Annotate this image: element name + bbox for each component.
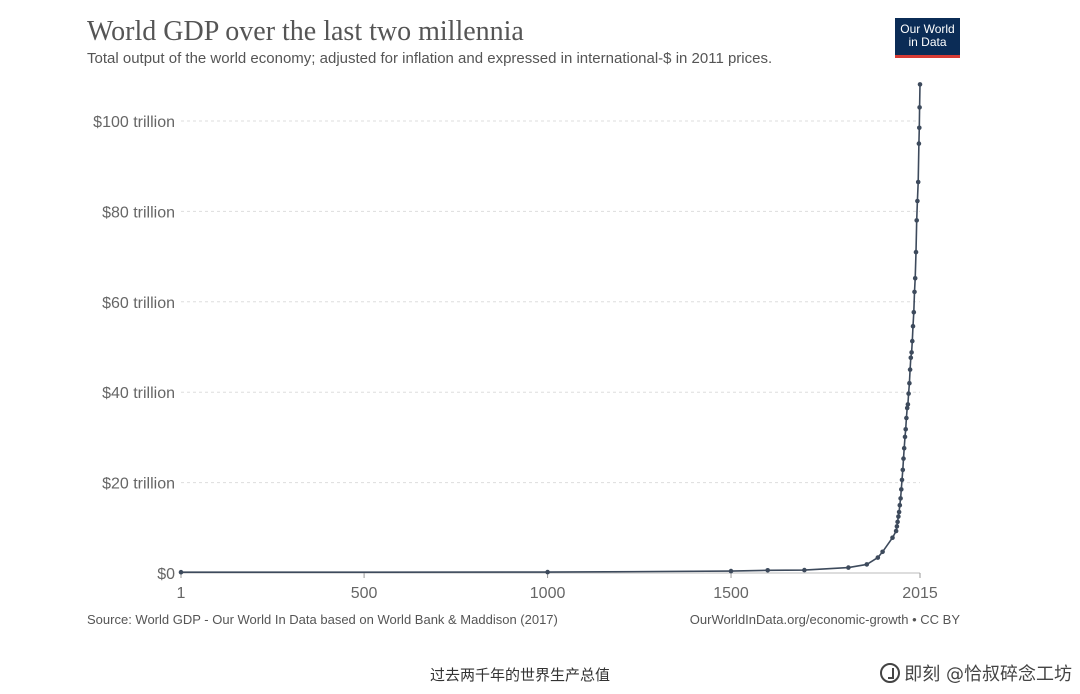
x-axis-tick-labels: 1 500 1000 1500 2015 [177, 573, 938, 602]
data-point[interactable] [907, 380, 912, 386]
y-tick-label: $60 trillion [102, 295, 175, 312]
data-point[interactable] [846, 565, 851, 570]
logo-line-1: Our World [900, 22, 955, 36]
y-tick-label: $40 trillion [102, 385, 175, 402]
data-point[interactable] [765, 568, 770, 573]
data-point[interactable] [895, 519, 900, 525]
data-point[interactable] [915, 179, 921, 185]
data-point[interactable] [912, 289, 917, 295]
data-point[interactable] [905, 402, 911, 407]
data-point[interactable] [910, 338, 915, 344]
data-point[interactable] [910, 323, 916, 329]
data-point[interactable] [897, 502, 903, 508]
data-point[interactable] [901, 456, 906, 461]
data-point[interactable] [916, 141, 922, 146]
chart-gridlines [181, 120, 920, 574]
data-point[interactable] [900, 467, 906, 473]
source-note: Source: World GDP - Our World In Data ba… [87, 612, 558, 627]
series-line [180, 84, 921, 574]
chart-subtitle: Total output of the world economy; adjus… [87, 50, 773, 67]
data-point[interactable] [178, 569, 184, 575]
data-point[interactable] [912, 276, 918, 281]
data-point[interactable] [908, 355, 914, 361]
data-point[interactable] [894, 524, 900, 529]
data-point[interactable] [902, 434, 908, 440]
data-point[interactable] [911, 309, 917, 315]
x-tick-label: 2015 [902, 585, 938, 602]
jike-logo-icon [880, 663, 901, 683]
data-point[interactable] [913, 249, 919, 255]
watermark: 即刻 @恰叔碎念工坊 [880, 660, 1072, 686]
owid-logo[interactable]: Our World in Data [895, 18, 960, 58]
data-point[interactable] [917, 125, 922, 131]
chart-series [178, 82, 923, 575]
data-point[interactable] [896, 509, 902, 515]
y-tick-label: $80 trillion [102, 204, 175, 221]
credit-link[interactable]: OurWorldInData.org/economic-growth • CC … [689, 612, 960, 627]
y-tick-label: $100 trillion [93, 114, 175, 131]
data-point[interactable] [901, 445, 907, 451]
data-point[interactable] [909, 350, 914, 355]
chart-title: World GDP over the last two millennia [87, 16, 524, 47]
data-point[interactable] [864, 562, 870, 567]
x-tick-label: 1 [177, 585, 186, 602]
y-tick-label: $0 [157, 566, 175, 583]
data-point[interactable] [907, 367, 913, 372]
x-tick-label: 1500 [713, 585, 749, 602]
data-point[interactable] [915, 198, 920, 204]
x-tick-label: 1000 [530, 585, 566, 602]
data-point[interactable] [917, 82, 923, 87]
data-point[interactable] [903, 427, 908, 432]
y-axis-tick-labels: $0 $20 trillion $40 trillion $60 trillion $8… [93, 114, 175, 583]
data-point[interactable] [802, 567, 807, 573]
data-point[interactable] [893, 528, 899, 534]
x-tick-label: 500 [351, 585, 378, 602]
data-point[interactable] [917, 105, 922, 110]
data-point[interactable] [875, 555, 881, 560]
data-point[interactable] [904, 405, 910, 411]
watermark-text: 即刻 @恰叔碎念工坊 [904, 664, 1072, 685]
data-point[interactable] [890, 535, 895, 540]
data-point[interactable] [880, 549, 885, 555]
y-tick-label: $20 trillion [102, 476, 175, 493]
data-point[interactable] [898, 496, 903, 501]
image-caption: 过去两千年的世界生产总值 [429, 666, 610, 684]
logo-line-2: in Data [908, 35, 947, 49]
data-point[interactable] [914, 218, 919, 223]
data-point[interactable] [728, 568, 734, 574]
data-point[interactable] [906, 391, 911, 396]
data-point[interactable] [545, 569, 550, 575]
data-point[interactable] [899, 487, 904, 492]
data-point[interactable] [904, 415, 909, 421]
data-point[interactable] [899, 477, 905, 483]
data-point[interactable] [896, 514, 901, 519]
